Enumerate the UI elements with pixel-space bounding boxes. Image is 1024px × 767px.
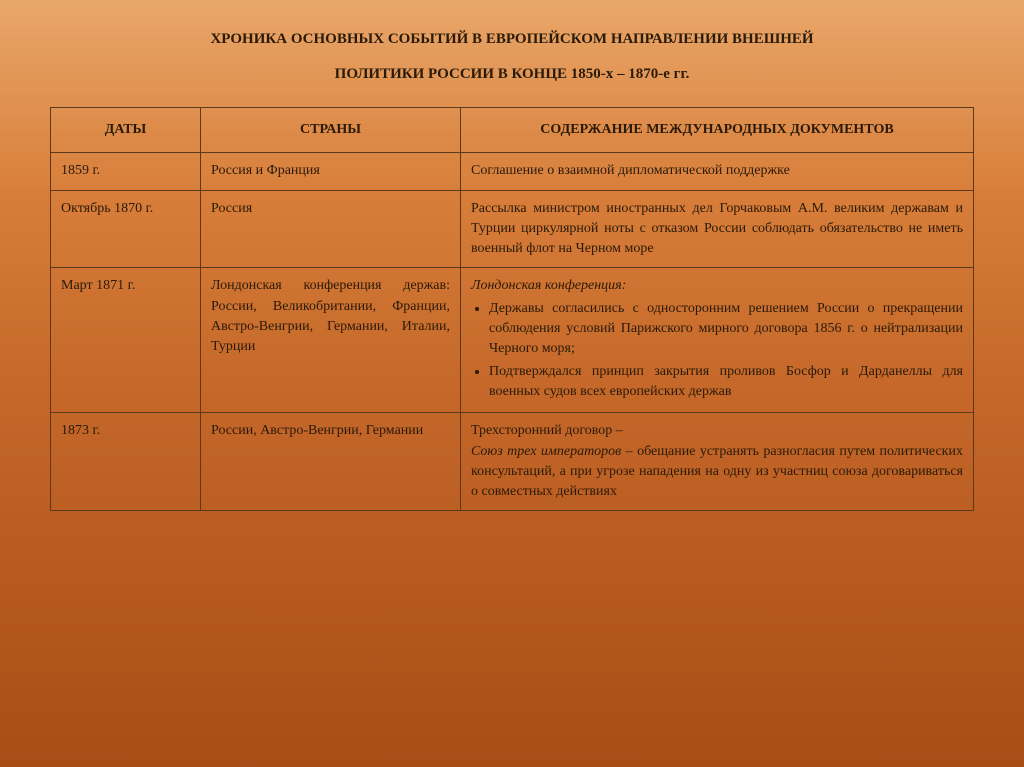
cell-countries: Лондонская конференция держав: России, В… [201, 268, 461, 413]
cell-countries: Россия и Франция [201, 153, 461, 190]
title-line-1: ХРОНИКА ОСНОВНЫХ СОБЫТИЙ В ЕВРОПЕЙСКОМ Н… [210, 31, 813, 47]
content-subtitle: Лондонская конференция: [471, 276, 963, 296]
table-row: Март 1871 г. Лондонская конференция держ… [51, 268, 974, 413]
events-table: ДАТЫ СТРАНЫ СОДЕРЖАНИЕ МЕЖДУНАРОДНЫХ ДОК… [50, 107, 974, 511]
table-header-row: ДАТЫ СТРАНЫ СОДЕРЖАНИЕ МЕЖДУНАРОДНЫХ ДОК… [51, 108, 974, 153]
cell-date: Октябрь 1870 г. [51, 190, 201, 268]
slide-container: ХРОНИКА ОСНОВНЫХ СОБЫТИЙ В ЕВРОПЕЙСКОМ Н… [0, 0, 1024, 511]
cell-date: 1873 г. [51, 413, 201, 511]
table-row: Октябрь 1870 г. Россия Рассылка министро… [51, 190, 974, 268]
table-row: 1873 г. России, Австро-Венгрии, Германии… [51, 413, 974, 511]
cell-countries: Россия [201, 190, 461, 268]
cell-date: Март 1871 г. [51, 268, 201, 413]
cell-content: Трехсторонний договор – Союз трех импера… [461, 413, 974, 511]
cell-content: Соглашение о взаимной дипломатической по… [461, 153, 974, 190]
content-bullets: Державы согласились с односторонним реше… [471, 299, 963, 402]
bullet-item: Державы согласились с односторонним реше… [489, 299, 963, 360]
cell-content: Рассылка министром иностранных дел Горча… [461, 190, 974, 268]
cell-content: Лондонская конференция: Державы согласил… [461, 268, 974, 413]
header-content: СОДЕРЖАНИЕ МЕЖДУНАРОДНЫХ ДОКУМЕНТОВ [461, 108, 974, 153]
table-row: 1859 г. Россия и Франция Соглашение о вз… [51, 153, 974, 190]
cell-countries: России, Австро-Венгрии, Германии [201, 413, 461, 511]
content-plain: Трехсторонний договор – [471, 423, 623, 438]
bullet-item: Подтверждался принцип закрытия проливов … [489, 362, 963, 403]
page-title: ХРОНИКА ОСНОВНЫХ СОБЫТИЙ В ЕВРОПЕЙСКОМ Н… [50, 28, 974, 85]
header-dates: ДАТЫ [51, 108, 201, 153]
content-italic: Союз трех императоров [471, 444, 621, 459]
cell-date: 1859 г. [51, 153, 201, 190]
title-line-2: ПОЛИТИКИ РОССИИ В КОНЦЕ 1850-х – 1870-е … [50, 63, 974, 86]
header-countries: СТРАНЫ [201, 108, 461, 153]
